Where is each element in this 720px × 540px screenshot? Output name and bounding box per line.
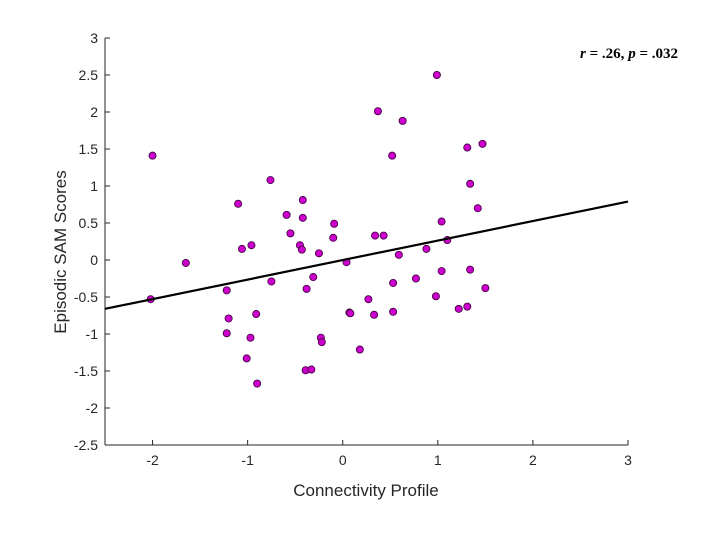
- r-symbol: r: [580, 46, 586, 62]
- data-point: [302, 284, 311, 293]
- data-point: [388, 151, 397, 160]
- x-tick-label: 0: [339, 452, 347, 468]
- data-point: [411, 274, 420, 283]
- x-axis-ticks: -2 -1 0 1 2 3: [146, 440, 632, 468]
- data-point: [298, 213, 307, 222]
- data-point: [314, 249, 323, 258]
- data-point: [222, 286, 231, 295]
- data-point: [371, 231, 380, 240]
- data-point: [389, 278, 398, 287]
- data-point: [317, 338, 326, 347]
- data-point: [237, 244, 246, 253]
- data-point: [253, 379, 262, 388]
- data-point: [431, 292, 440, 301]
- x-tick-label: 2: [529, 452, 537, 468]
- data-point: [478, 139, 487, 148]
- data-point: [454, 304, 463, 313]
- data-point: [355, 345, 364, 354]
- data-point: [307, 365, 316, 374]
- data-point: [247, 241, 256, 250]
- p-value: = .032: [636, 46, 678, 62]
- data-point: [437, 217, 446, 226]
- y-tick-label: 0: [90, 252, 98, 268]
- y-tick-label: -2.5: [74, 437, 98, 453]
- data-point: [466, 265, 475, 274]
- data-point: [379, 231, 388, 240]
- y-tick-label: 3: [90, 30, 98, 46]
- data-point: [181, 258, 190, 267]
- y-tick-label: 0.5: [79, 215, 99, 231]
- data-point: [473, 204, 482, 213]
- data-point: [267, 277, 276, 286]
- data-point: [298, 196, 307, 205]
- data-point: [282, 210, 291, 219]
- y-tick-label: 1.5: [79, 141, 99, 157]
- x-tick-label: 1: [434, 452, 442, 468]
- data-point: [234, 199, 243, 208]
- data-point: [394, 250, 403, 259]
- x-tick-label: -2: [146, 452, 159, 468]
- y-tick-label: 2.5: [79, 67, 99, 83]
- data-point: [463, 302, 472, 311]
- data-point: [346, 309, 355, 318]
- data-point: [422, 244, 431, 253]
- data-point: [373, 107, 382, 116]
- data-point: [148, 151, 157, 160]
- p-symbol: p: [626, 46, 636, 62]
- data-point: [432, 71, 441, 80]
- data-point: [224, 314, 233, 323]
- r-value: = .26,: [586, 46, 628, 62]
- x-tick-label: 3: [624, 452, 632, 468]
- data-point: [297, 245, 306, 254]
- y-tick-label: -2: [86, 400, 99, 416]
- data-point: [481, 284, 490, 293]
- regression-line: [104, 200, 629, 310]
- data-point: [309, 273, 318, 282]
- data-point: [266, 176, 275, 185]
- data-point: [252, 310, 261, 319]
- data-point: [398, 116, 407, 125]
- x-tick-label: -1: [241, 452, 254, 468]
- data-point: [466, 179, 475, 188]
- data-point: [222, 329, 231, 338]
- data-point: [286, 229, 295, 238]
- correlation-annotation: r = .26, p = .032: [580, 46, 678, 62]
- data-point: [330, 219, 339, 228]
- y-axis-label: Episodic SAM Scores: [51, 170, 70, 333]
- data-point: [246, 333, 255, 342]
- x-axis-label: Connectivity Profile: [293, 481, 439, 500]
- y-tick-label: -1: [86, 326, 99, 342]
- scatter-points: [146, 71, 490, 388]
- y-tick-label: 2: [90, 104, 98, 120]
- data-point: [242, 354, 251, 363]
- data-point: [364, 295, 373, 304]
- y-tick-label: -0.5: [74, 289, 98, 305]
- data-point: [463, 143, 472, 152]
- y-tick-label: 1: [90, 178, 98, 194]
- data-point: [329, 233, 338, 242]
- data-point: [370, 310, 379, 319]
- data-point: [389, 307, 398, 316]
- y-axis-ticks: -2.5 -2 -1.5 -1 -0.5 0 0.5 1 1.5 2 2.5 3: [74, 30, 110, 453]
- data-point: [437, 267, 446, 276]
- y-tick-label: -1.5: [74, 363, 98, 379]
